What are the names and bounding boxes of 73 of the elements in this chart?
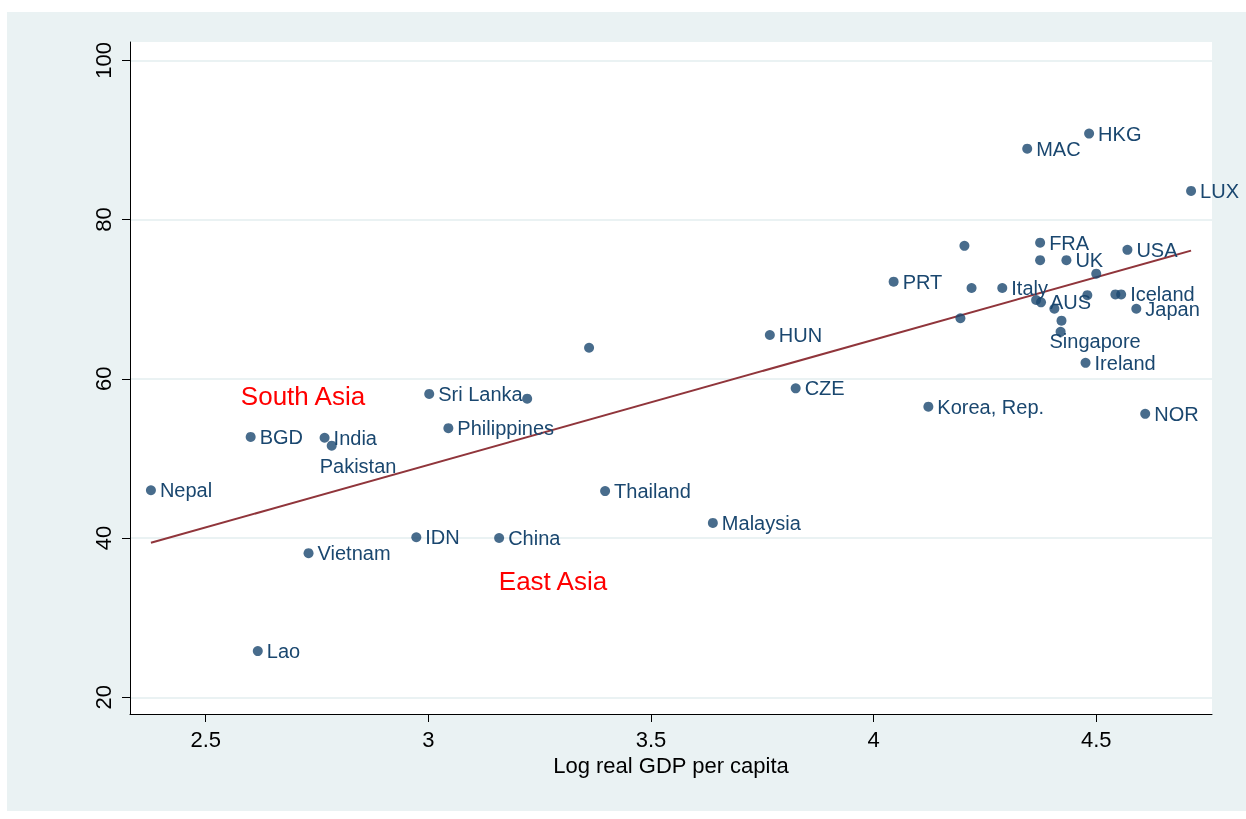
point xyxy=(1116,289,1127,300)
annotation: AUS xyxy=(1050,291,1092,314)
annotation: USA xyxy=(1136,238,1179,261)
point xyxy=(1080,357,1091,368)
point xyxy=(522,393,533,404)
point xyxy=(1186,185,1197,196)
point xyxy=(319,432,330,443)
point xyxy=(888,276,899,287)
point xyxy=(303,548,314,559)
annotation: Korea, Rep. xyxy=(937,395,1045,418)
point xyxy=(600,486,611,497)
point xyxy=(245,431,256,442)
point xyxy=(494,533,505,544)
point xyxy=(1035,237,1046,248)
point xyxy=(1131,303,1142,314)
point xyxy=(326,440,337,451)
y-tick-label: 40 xyxy=(90,525,116,551)
annotation: IDN xyxy=(425,526,460,549)
annotation: Malaysia xyxy=(721,511,802,534)
point xyxy=(1056,315,1067,326)
point xyxy=(443,423,454,434)
annotation: HKG xyxy=(1098,122,1142,145)
x-tick-label: 3.5 xyxy=(635,726,667,752)
point xyxy=(707,517,718,528)
point xyxy=(955,313,966,324)
point xyxy=(424,388,435,399)
point xyxy=(1035,255,1046,266)
point xyxy=(145,485,156,496)
point xyxy=(1022,143,1033,154)
annotation: LUX xyxy=(1200,179,1239,202)
point xyxy=(997,283,1008,294)
point xyxy=(923,401,934,412)
x-tick-label: 2.5 xyxy=(190,726,221,752)
point xyxy=(959,240,970,251)
point xyxy=(1091,268,1102,279)
point xyxy=(790,383,801,394)
annotation: India xyxy=(333,426,378,449)
point xyxy=(1140,408,1151,419)
annotation: Ireland xyxy=(1094,351,1156,374)
annotation: Italy xyxy=(1011,277,1048,300)
annotation: East Asia xyxy=(498,566,608,596)
annotation: China xyxy=(508,527,562,550)
annotation: BGD xyxy=(259,425,304,448)
annotation: Lao xyxy=(266,640,301,663)
annotation: Thailand xyxy=(614,480,691,503)
annotation: South Asia xyxy=(240,381,366,411)
point xyxy=(764,330,775,340)
point xyxy=(1061,255,1072,266)
point xyxy=(252,646,263,657)
annotation: NOR xyxy=(1154,402,1199,425)
point xyxy=(411,532,422,543)
y-tick-label: 20 xyxy=(90,685,116,710)
annotation: Vietnam xyxy=(317,542,391,565)
annotation: Nepal xyxy=(159,479,213,502)
y-tick-label: 60 xyxy=(90,366,116,392)
annotation: HUN xyxy=(778,324,823,346)
point xyxy=(1084,128,1095,139)
point xyxy=(584,342,595,353)
x-axis-title: Log real GDP per capita xyxy=(553,753,790,779)
annotation: CZE xyxy=(804,377,845,400)
annotation: PRT xyxy=(902,270,943,293)
annotation: Pakistan xyxy=(319,454,397,477)
y-tick-label: 100 xyxy=(90,41,116,79)
y-tick-label: 80 xyxy=(90,207,116,232)
point xyxy=(966,283,977,294)
point xyxy=(1122,244,1133,255)
annotation: Philippines xyxy=(457,417,555,440)
x-tick-label: 4.5 xyxy=(1080,726,1112,752)
x-tick-label: 4 xyxy=(867,726,880,752)
annotation: Sri Lanka xyxy=(438,382,524,405)
x-tick-label: 3 xyxy=(422,726,435,752)
annotation: MAC xyxy=(1036,137,1081,160)
annotation: Singapore xyxy=(1049,329,1141,352)
